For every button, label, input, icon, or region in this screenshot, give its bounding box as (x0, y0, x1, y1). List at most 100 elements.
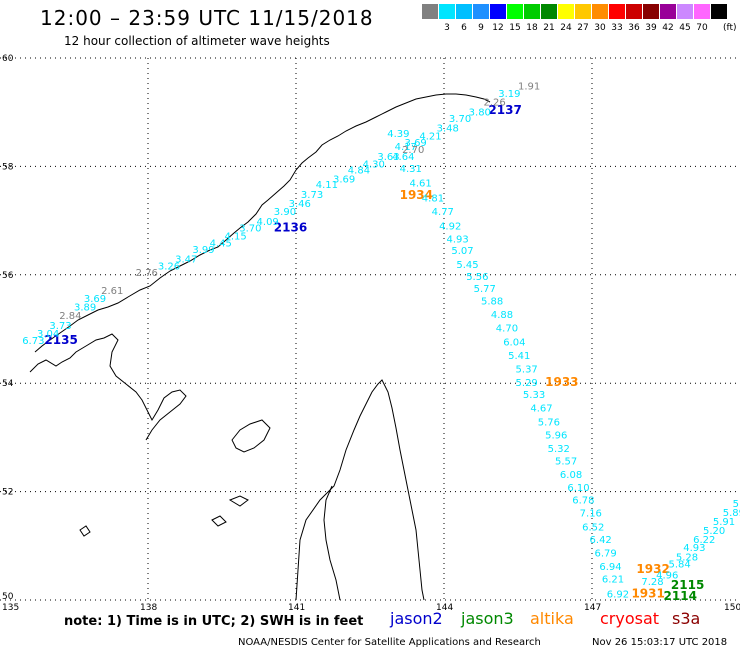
wave-height-value: 5.96 (545, 430, 567, 441)
wave-height-value: 6.10 (567, 483, 589, 494)
wave-height-value: 7.28 (641, 577, 663, 588)
legend-label: 33 (611, 23, 623, 33)
legend-label: 3 (444, 23, 450, 33)
legend-label: 9 (478, 23, 484, 33)
wave-height-value: 3.69 (84, 294, 106, 305)
legend-swatch (558, 4, 575, 19)
wave-height-value: 4.21 (419, 131, 441, 142)
legend-label: 39 (645, 23, 657, 33)
satellite-label-jason3: jason3 (461, 609, 514, 628)
wave-height-value: 4.45 (210, 239, 232, 250)
small-island-3 (79, 525, 91, 537)
wave-height-value: 3.80 (469, 107, 491, 118)
longitude-label: 141 (288, 603, 305, 613)
legend-label: 18 (526, 23, 538, 33)
wave-height-value: 3.70 (449, 114, 471, 125)
pass-number-label: 1933 (545, 375, 578, 389)
wave-height-value: 6.22 (693, 535, 715, 546)
legend-label: 42 (662, 23, 674, 33)
longitude-label: 144 (436, 603, 453, 613)
legend-swatch (541, 4, 558, 19)
wave-height-value: 4.84 (348, 165, 370, 176)
okhotsk-islands-coast (29, 333, 187, 441)
wave-height-value: 5.41 (508, 351, 530, 362)
wave-height-value: 5.56 (466, 272, 488, 283)
north-coast (34, 93, 491, 353)
satellite-label-altika: altika (530, 609, 574, 628)
legend-swatch (660, 4, 677, 19)
wave-height-value: 6.21 (602, 575, 624, 586)
wave-height-value: 6.79 (594, 549, 616, 560)
timestamp-text: Nov 26 15:03:17 UTC 2018 (592, 637, 728, 648)
wave-height-value: 5.89 (723, 508, 740, 519)
longitude-label: 147 (584, 603, 601, 613)
pass-number-label: 2135 (44, 333, 77, 347)
wave-height-value: 4.92 (439, 221, 461, 232)
legend-swatch (643, 4, 660, 19)
wave-height-value: 6.08 (560, 470, 582, 481)
wave-height-value: 3.47 (175, 254, 197, 265)
wave-height-value: 5.29 (516, 378, 538, 389)
wave-height-value: 6.92 (607, 589, 629, 600)
legend-swatch (677, 4, 694, 19)
longitude-label: 150 (724, 603, 740, 613)
latitude-label: 58 (2, 162, 14, 172)
pass-number-label: 1934 (400, 188, 433, 202)
wave-height-value: 3.99 (192, 245, 214, 256)
legend-swatch (592, 4, 609, 19)
wave-height-value: 4.88 (491, 310, 513, 321)
legend-label: 70 (696, 23, 708, 33)
pass-number-label: 1931 (631, 586, 664, 600)
legend-swatch (422, 4, 439, 19)
legend-label: 24 (560, 23, 572, 33)
wave-height-value: 3.73 (49, 321, 71, 332)
legend-label: 6 (461, 23, 467, 33)
wave-height-value: 4.67 (530, 403, 552, 414)
wave-height-value: 6.78 (572, 496, 594, 507)
legend-label: 45 (679, 23, 691, 33)
wave-height-value: 4.64 (392, 152, 414, 163)
wave-height-value: 5.88 (481, 297, 503, 308)
wave-height-value: 5.00 (733, 499, 740, 510)
wave-height-value: 3.70 (239, 223, 261, 234)
wave-height-value: 5.20 (703, 526, 725, 537)
wave-height-value: 5.33 (523, 390, 545, 401)
wave-height-value: 3.46 (289, 199, 311, 210)
legend-swatch (473, 4, 490, 19)
satellite-label-s3a: s3a (672, 609, 701, 628)
wave-height-value: 1.91 (518, 81, 540, 92)
wave-height-value: 3.04 (37, 329, 59, 340)
legend-swatch (524, 4, 541, 19)
coastline (29, 93, 491, 601)
mainland-coast (323, 485, 341, 601)
wave-height-value: 4.77 (432, 207, 454, 218)
latitude-label: 56 (2, 271, 14, 281)
wave-height-labels: 6.733.043.732.843.893.692.612.763.263.47… (22, 81, 740, 600)
small-island-1 (228, 495, 249, 507)
wave-height-value: 5.76 (538, 417, 560, 428)
wave-height-value: 6.73 (22, 336, 44, 347)
wave-height-value: 2.76 (136, 268, 158, 279)
pass-number-label: 2137 (488, 103, 521, 117)
longitude-label: 135 (2, 603, 19, 613)
legend-label: 36 (628, 23, 640, 33)
map-grid: 135 138 141 144 147 150 50 52 54 56 58 60 (0, 54, 740, 613)
wave-height-value: 2.61 (101, 286, 123, 297)
wave-height-value: 5.37 (516, 364, 538, 375)
legend-swatch (626, 4, 643, 19)
wave-height-value: 6.52 (582, 523, 604, 534)
latitude-label: 60 (2, 54, 14, 64)
wave-height-value: 4.15 (224, 232, 246, 243)
legend-swatch (439, 4, 456, 19)
wave-height-value: 3.73 (301, 190, 323, 201)
wave-height-value: 3.69 (405, 138, 427, 149)
page-title: 12:00 – 23:59 UTC 11/15/2018 (40, 6, 374, 30)
legend-unit: (ft) (723, 23, 737, 33)
satellite-label-jason2: jason2 (390, 609, 443, 628)
wave-height-value: 5.28 (676, 552, 698, 563)
wave-height-value: 7.16 (580, 509, 602, 520)
wave-height-value: 3.19 (498, 89, 520, 100)
credit-text: NOAA/NESDIS Center for Satellite Applica… (238, 637, 541, 648)
